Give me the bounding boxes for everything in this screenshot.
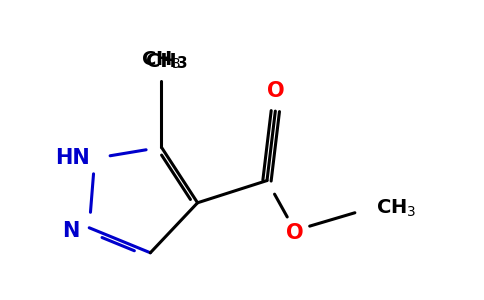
Text: HN: HN [56, 148, 91, 168]
Text: 3: 3 [177, 56, 188, 70]
Text: N: N [62, 220, 79, 241]
Text: CH: CH [146, 52, 177, 70]
Text: CH$_3$: CH$_3$ [141, 49, 182, 70]
Text: O: O [267, 81, 284, 101]
Text: CH$_3$: CH$_3$ [377, 198, 417, 219]
Text: O: O [286, 223, 303, 243]
